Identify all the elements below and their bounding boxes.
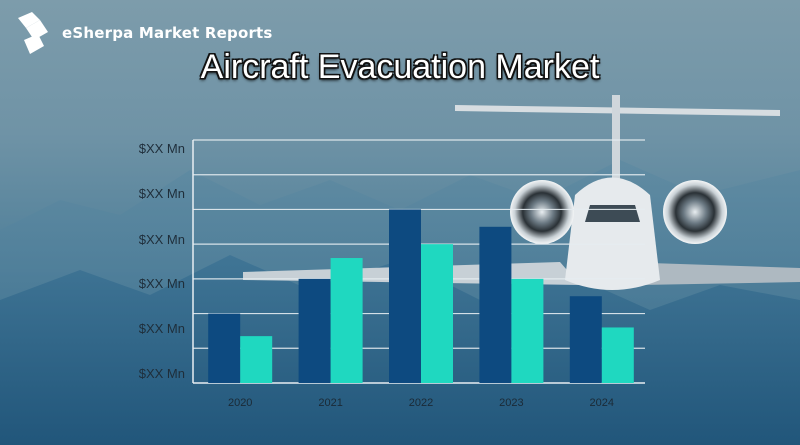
bar-2024-series-2 — [601, 327, 634, 383]
y-tick-label: $XX Mn — [139, 232, 185, 247]
esherpa-logo-icon — [18, 12, 48, 54]
brand: eSherpa Market Reports — [10, 10, 273, 56]
bar-2020-series-2 — [240, 336, 273, 383]
bar-2022-series-1 — [389, 209, 421, 383]
y-tick-label: $XX Mn — [139, 366, 185, 381]
y-tick-label: $XX Mn — [139, 276, 185, 291]
bars — [208, 209, 634, 383]
bar-2023-series-1 — [479, 226, 512, 383]
y-tick-label: $XX Mn — [139, 186, 185, 201]
brand-name: eSherpa Market Reports — [62, 24, 273, 42]
x-tick-label-2024: 2024 — [590, 397, 614, 409]
chart-title: Aircraft Evacuation Market — [200, 48, 600, 86]
bar-2021-series-2 — [330, 258, 363, 383]
y-tick-labels: $XX Mn $XX Mn $XX Mn $XX Mn $XX Mn $XX Mn — [139, 141, 185, 381]
y-tick-label: $XX Mn — [139, 141, 185, 156]
x-tick-labels: 2020 2021 2022 2023 2024 — [228, 397, 614, 409]
bar-2024-series-1 — [569, 296, 602, 383]
bar-2023-series-2 — [511, 278, 544, 383]
x-tick-label-2021: 2021 — [318, 397, 342, 409]
x-tick-label-2022: 2022 — [409, 397, 433, 409]
bar-2021-series-1 — [298, 278, 331, 383]
bar-2020-series-1 — [208, 313, 241, 383]
x-tick-label-2023: 2023 — [499, 397, 523, 409]
x-tick-label-2020: 2020 — [228, 397, 252, 409]
bar-2022-series-2 — [421, 244, 453, 383]
y-tick-label: $XX Mn — [139, 321, 185, 336]
